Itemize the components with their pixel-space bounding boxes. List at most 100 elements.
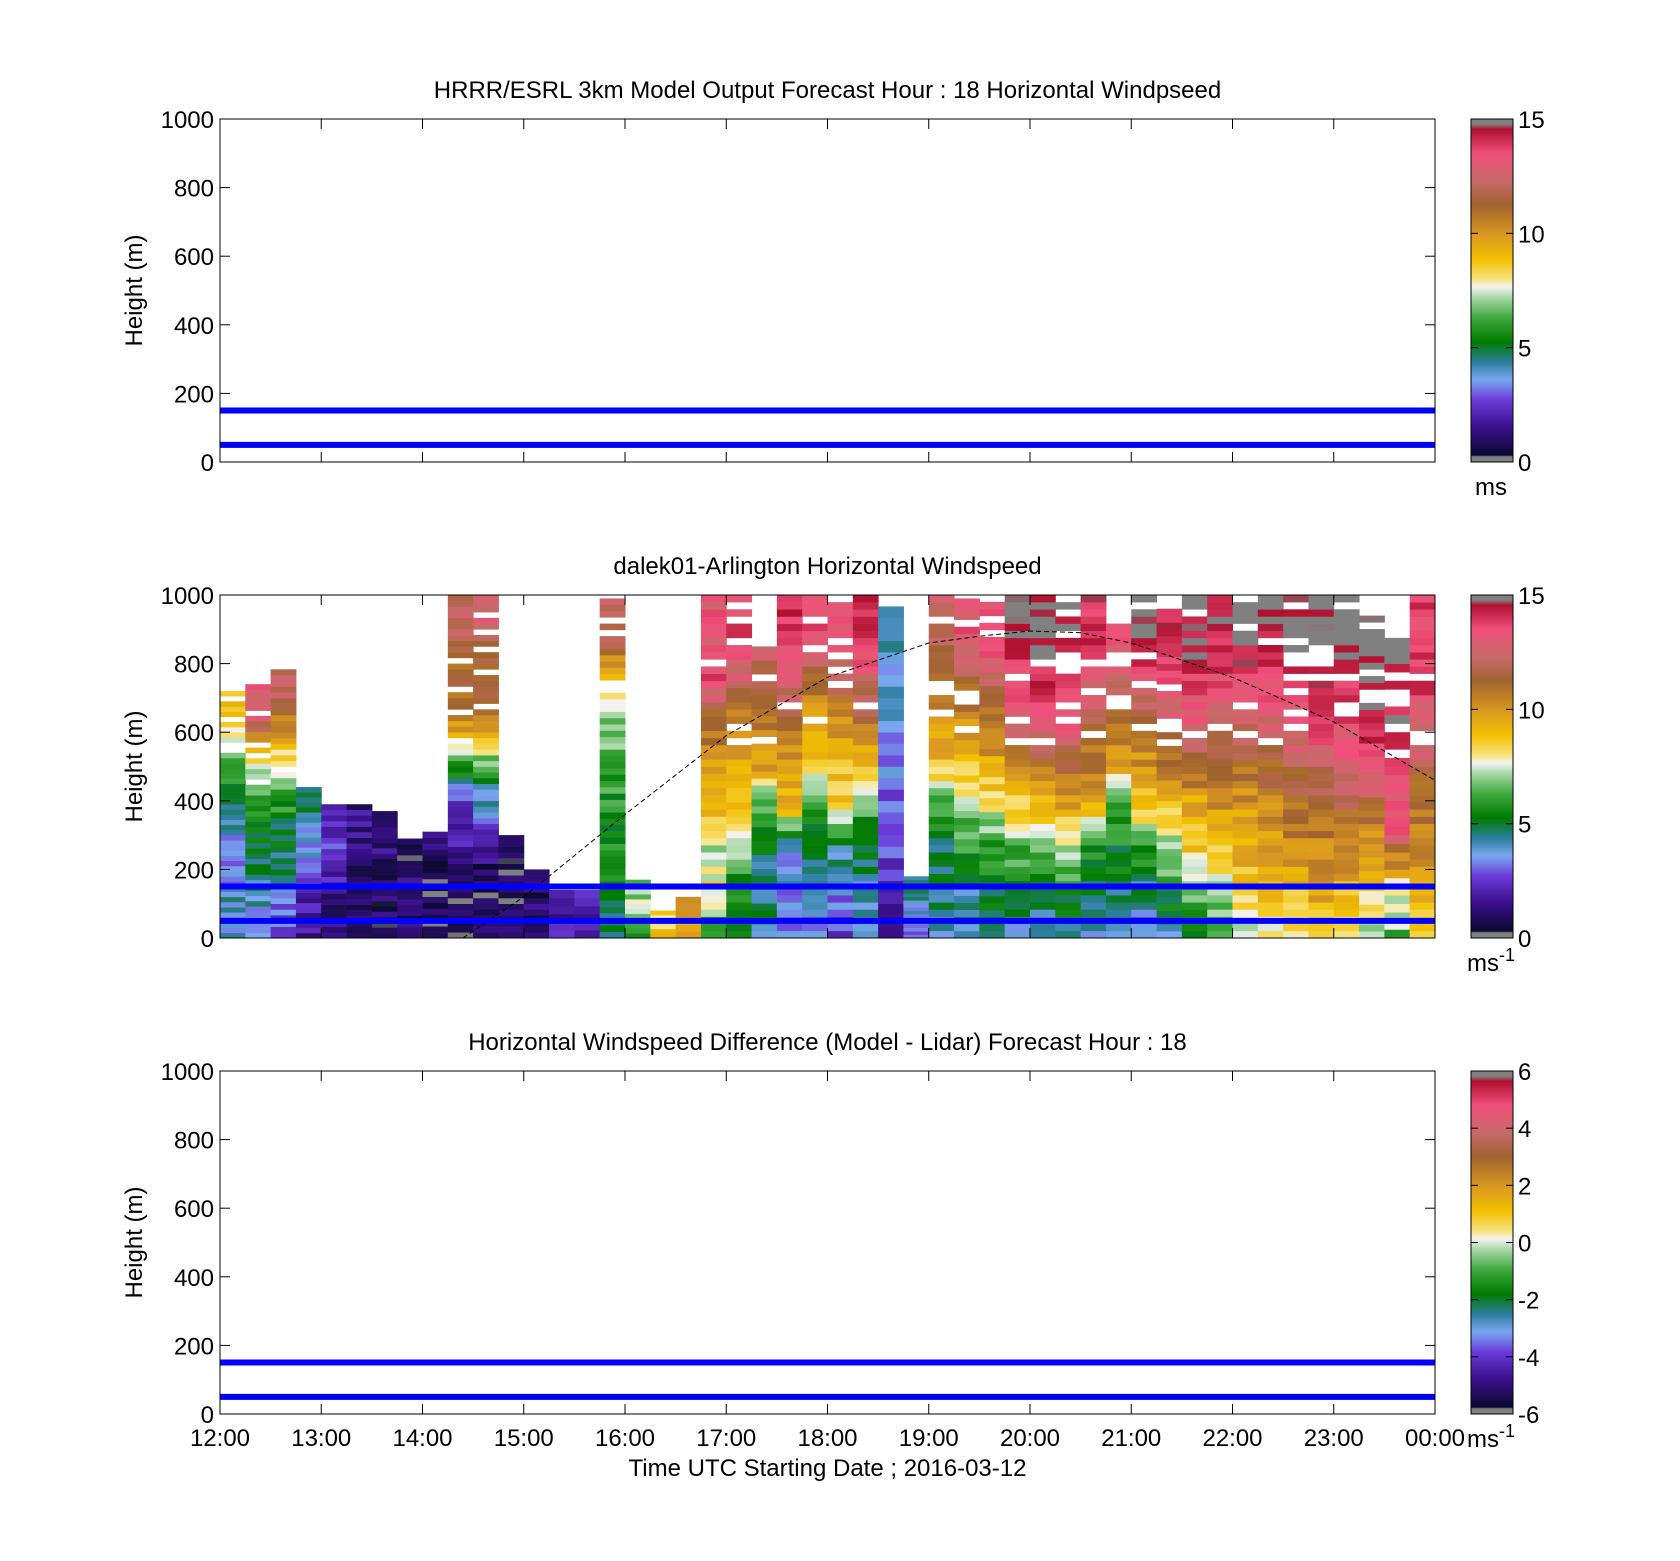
heatmap-cell xyxy=(1333,873,1360,882)
heatmap-cell xyxy=(776,623,803,632)
heatmap-cell xyxy=(751,854,778,862)
x-tick-label: 18:00 xyxy=(797,1425,857,1452)
heatmap-cell xyxy=(523,892,550,899)
heatmap-cell xyxy=(1283,866,1309,874)
heatmap-cell xyxy=(1333,666,1360,674)
heatmap-cell xyxy=(1181,773,1208,782)
heatmap-cell xyxy=(220,711,246,718)
heatmap-cell xyxy=(1333,652,1360,660)
heatmap-cell xyxy=(473,777,499,784)
heatmap-cell xyxy=(1333,887,1360,896)
heatmap-cell xyxy=(295,912,322,919)
heatmap-cell xyxy=(979,664,1006,673)
heatmap-cell xyxy=(397,926,423,933)
heatmap-cell xyxy=(751,695,778,703)
heatmap-cell xyxy=(776,852,803,860)
heatmap-cell xyxy=(700,752,727,760)
heatmap-cell xyxy=(1080,673,1107,682)
panel-difference: 12:00 13:00 14:00 15:00 16:00 17:00 18:00 19:00… xyxy=(121,1029,1539,1482)
heatmap-cell xyxy=(726,873,753,882)
heatmap-cell xyxy=(1232,616,1259,624)
heatmap-cell xyxy=(371,890,398,896)
heatmap-cell xyxy=(700,709,727,717)
heatmap-cell xyxy=(599,604,626,612)
heatmap-cell xyxy=(1257,816,1284,824)
heatmap-cell xyxy=(878,755,904,767)
heatmap-cell xyxy=(954,838,980,847)
heatmap-cell xyxy=(1156,855,1183,863)
heatmap-cell xyxy=(827,630,854,639)
heatmap-cell xyxy=(1080,709,1107,717)
heatmap-cell xyxy=(1257,680,1284,689)
heatmap-cell xyxy=(1384,792,1411,802)
heatmap-cell xyxy=(498,863,525,870)
heatmap-cell xyxy=(245,906,272,912)
heatmap-cell xyxy=(447,635,474,642)
heatmap-cell xyxy=(1333,730,1360,739)
heatmap-cell xyxy=(726,666,753,674)
heatmap-cell xyxy=(1409,595,1436,603)
heatmap-cell xyxy=(1207,673,1233,682)
heatmap-cell xyxy=(1030,845,1056,853)
heatmap-cell xyxy=(1257,609,1284,617)
heatmap-cell xyxy=(1384,663,1411,673)
heatmap-cell xyxy=(700,687,727,696)
heatmap-cell xyxy=(1308,845,1335,853)
heatmap-cell xyxy=(1181,795,1208,803)
heatmap-cell xyxy=(346,926,373,933)
x-tick-label: 21:00 xyxy=(1101,1425,1161,1452)
heatmap-cell xyxy=(1156,787,1183,795)
heatmap-cell xyxy=(776,709,803,717)
heatmap-cell xyxy=(599,667,626,675)
heatmap-cell xyxy=(1080,630,1107,639)
heatmap-cell xyxy=(599,787,626,794)
heatmap-cell xyxy=(1181,680,1208,689)
heatmap-cell xyxy=(1105,737,1132,746)
heatmap-cell xyxy=(473,829,499,836)
heatmap-cell xyxy=(346,815,373,822)
heatmap-cell xyxy=(1131,716,1158,724)
heatmap-cell xyxy=(1283,630,1309,639)
heatmap-cell xyxy=(1181,616,1208,624)
heatmap-cell xyxy=(979,748,1006,757)
heatmap-cell xyxy=(397,904,423,911)
heatmap-cell xyxy=(1156,910,1183,918)
heatmap-cell xyxy=(346,826,373,833)
heatmap-cell xyxy=(346,865,373,872)
heatmap-cell xyxy=(1131,837,1158,846)
heatmap-cell xyxy=(776,616,803,624)
heatmap-cell xyxy=(1055,759,1082,767)
heatmap-cell xyxy=(1409,823,1436,832)
heatmap-cell xyxy=(1131,895,1158,903)
heatmap-cell xyxy=(1359,723,1385,731)
heatmap-cell xyxy=(852,859,879,867)
heatmap-cell xyxy=(1055,602,1082,610)
heatmap-cell xyxy=(1308,795,1335,803)
heatmap-cell xyxy=(802,695,828,703)
heatmap-cell xyxy=(1359,864,1385,872)
heatmap-cell xyxy=(1308,859,1335,867)
heatmap-cell xyxy=(802,595,828,603)
heatmap-cell xyxy=(473,743,499,750)
heatmap-cell xyxy=(1232,709,1259,717)
heatmap-cell xyxy=(1257,780,1284,789)
heatmap-cell xyxy=(371,906,398,912)
heatmap-cell xyxy=(1283,616,1309,624)
heatmap-cell xyxy=(802,773,828,782)
heatmap-cell xyxy=(928,873,955,882)
y-tick-label: 600 xyxy=(174,720,214,747)
heatmap-cell xyxy=(371,811,398,817)
heatmap-cell xyxy=(928,816,955,824)
heatmap-cell xyxy=(1030,616,1056,624)
heatmap-cell xyxy=(220,835,246,841)
heatmap-cell xyxy=(650,924,677,930)
heatmap-cell xyxy=(1359,743,1385,751)
heatmap-cell xyxy=(1030,895,1056,903)
heatmap-cell xyxy=(498,920,525,927)
heatmap-cell xyxy=(979,643,1006,652)
heatmap-cell xyxy=(1207,745,1233,753)
heatmap-cell xyxy=(1384,800,1411,810)
heatmap-cell xyxy=(1359,615,1385,623)
heatmap-cell xyxy=(1207,759,1233,767)
heatmap-cell xyxy=(700,702,727,710)
